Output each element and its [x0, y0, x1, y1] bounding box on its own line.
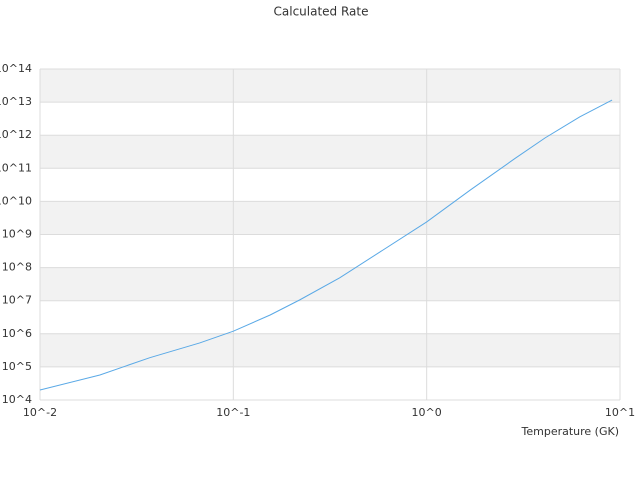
grid-band: [40, 135, 620, 169]
y-tick-label: 10^5: [2, 360, 32, 373]
y-tick-label: 10^12: [0, 128, 32, 141]
x-tick-label: 10^-1: [216, 406, 250, 419]
chart-title: Calculated Rate: [274, 5, 369, 19]
grid-band: [40, 267, 620, 301]
grid-band: [40, 333, 620, 367]
data-line: [39, 99, 613, 391]
y-tick-label: 10^7: [2, 294, 32, 307]
x-tick-label: 10^1: [605, 406, 635, 419]
grid-band: [40, 69, 620, 103]
y-tick-label: 10^11: [0, 161, 32, 174]
y-tick-label: 10^13: [0, 95, 32, 108]
x-tick-label: 10^-2: [23, 406, 57, 419]
y-tick-label: 10^9: [2, 228, 32, 241]
grid-band: [40, 201, 620, 235]
y-tick-label: 10^6: [2, 327, 32, 340]
y-tick-label: 10^4: [2, 393, 32, 406]
x-axis-label: Temperature (GK): [521, 425, 620, 438]
x-tick-label: 10^0: [412, 406, 442, 419]
y-tick-label: 10^8: [2, 261, 32, 274]
y-tick-label: 10^10: [0, 194, 32, 207]
y-tick-label: 10^14: [0, 62, 32, 75]
